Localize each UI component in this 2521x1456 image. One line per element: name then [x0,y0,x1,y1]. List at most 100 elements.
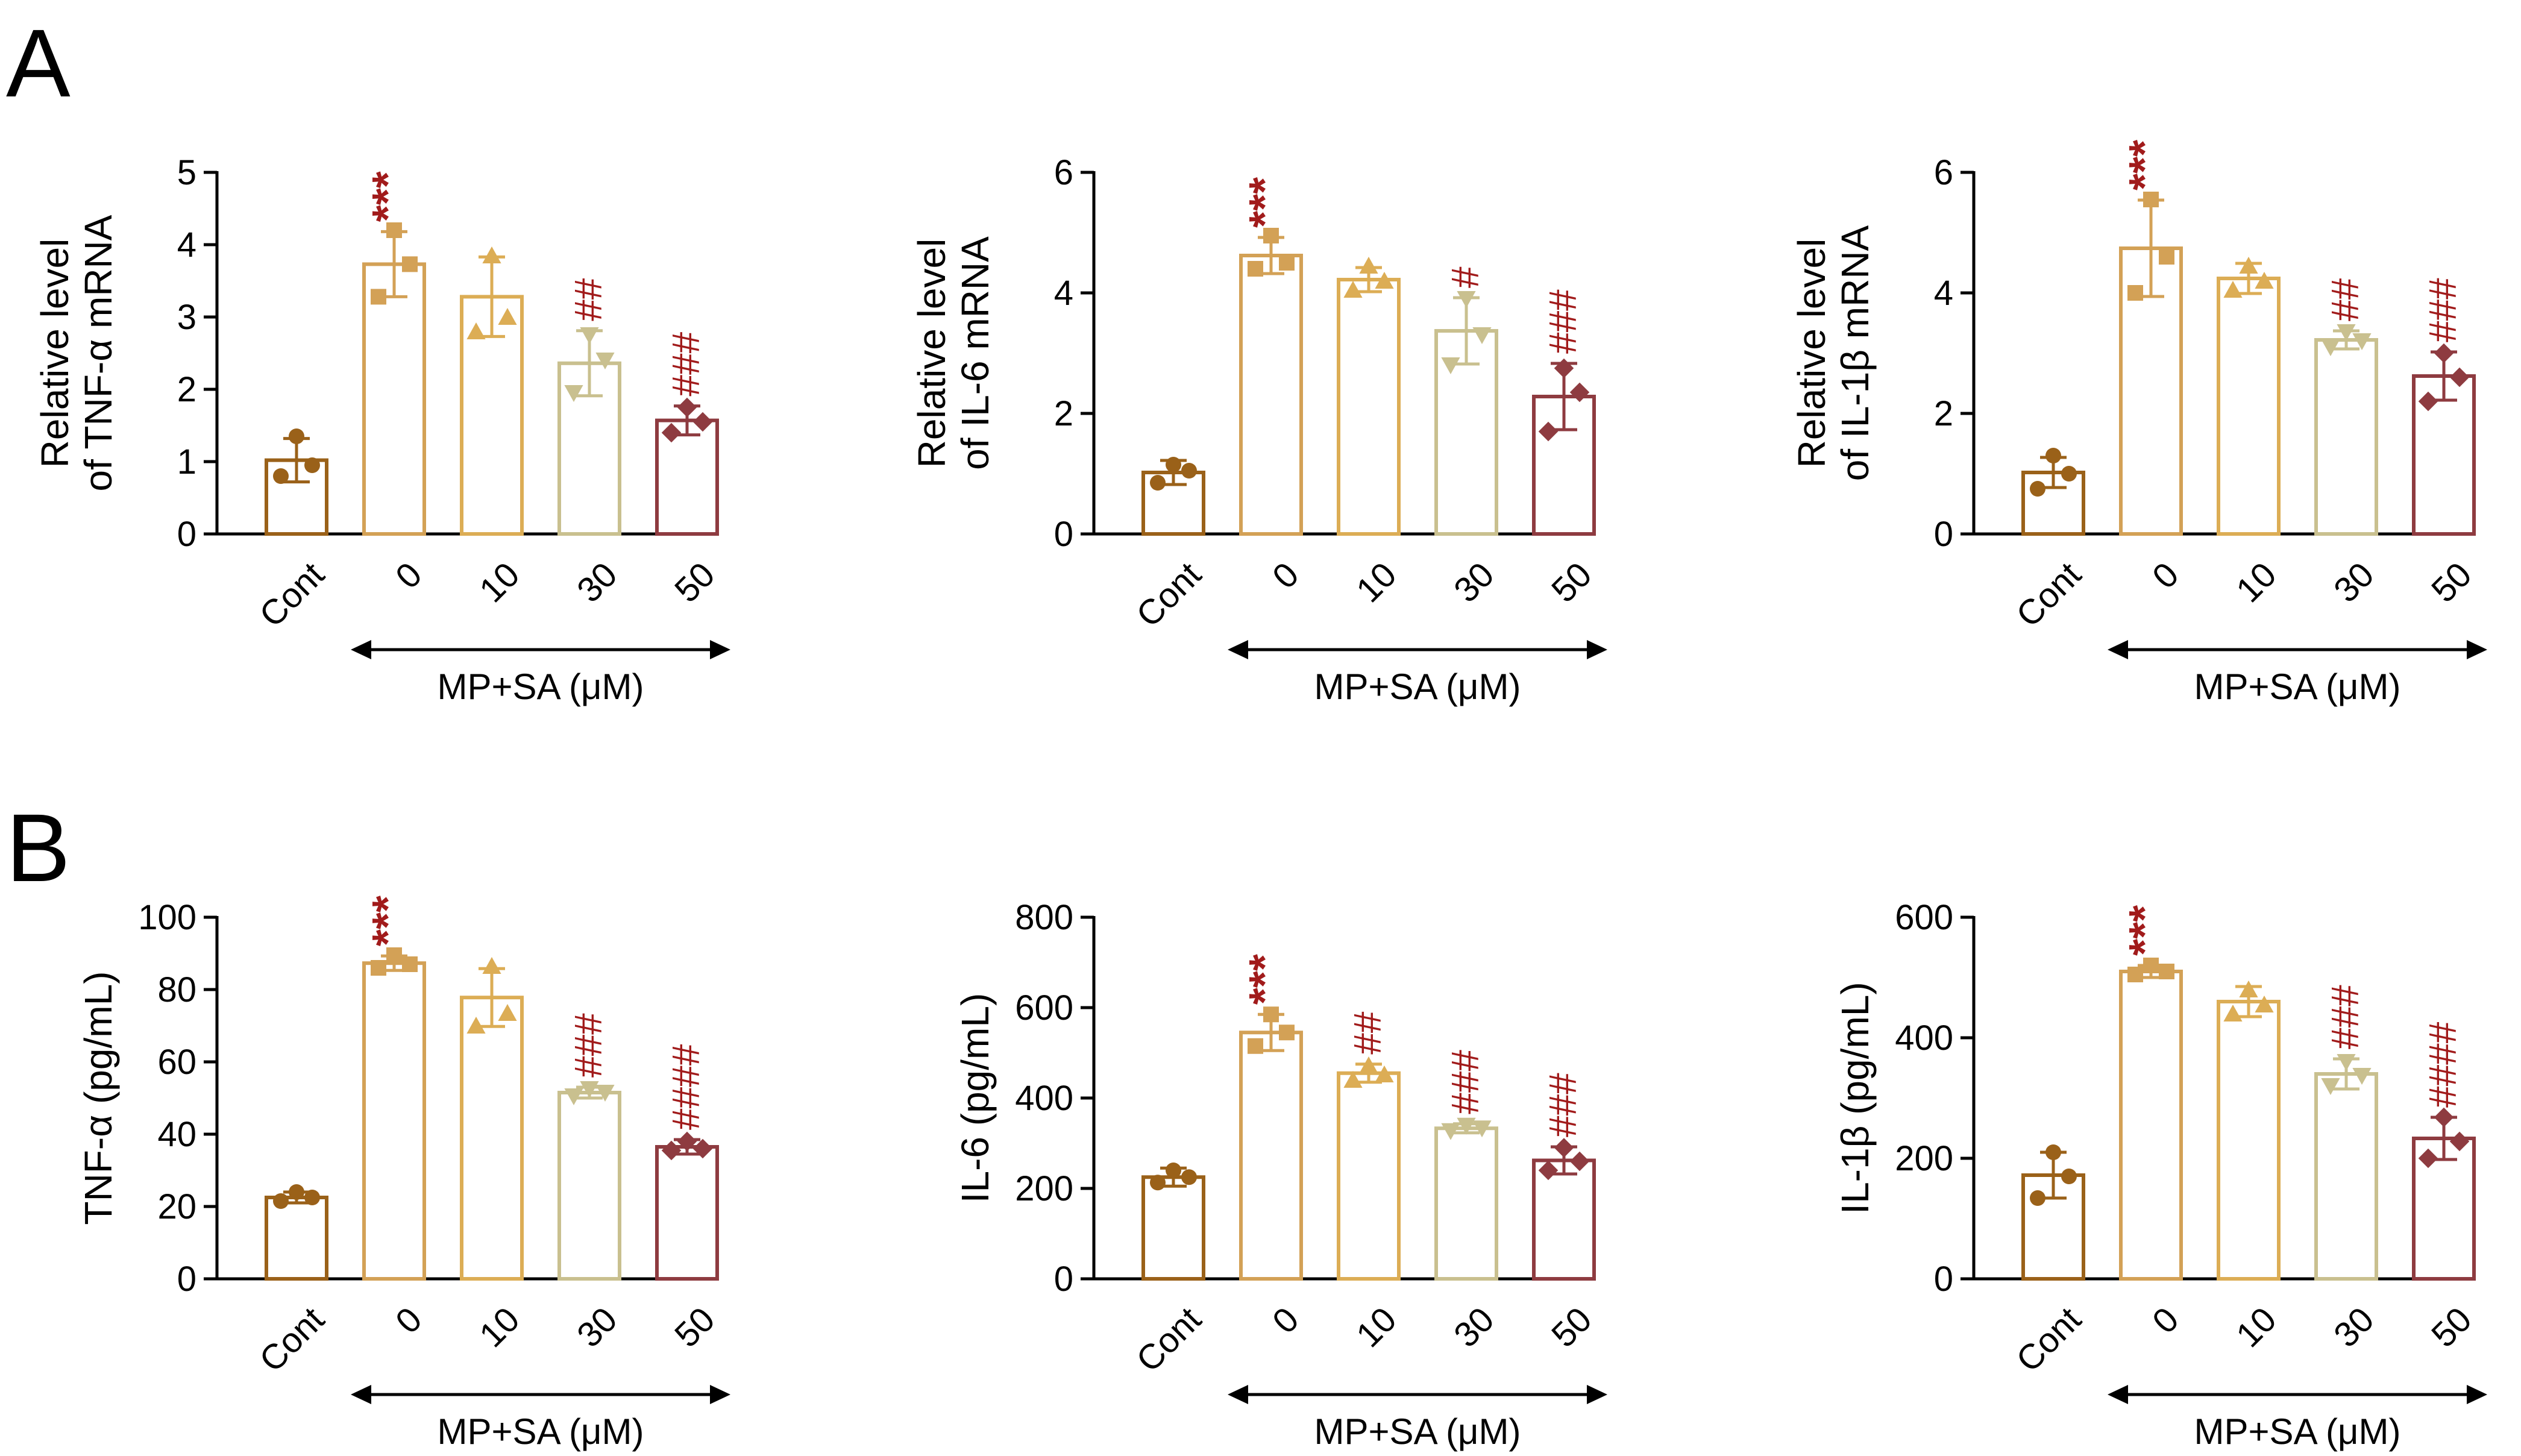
x-tick-label: Cont [1129,1300,1209,1380]
significance-label: ## [1346,1011,1389,1055]
significance-label: #### [664,1044,708,1130]
significance-label: *** [2121,140,2169,190]
data-point [1181,1169,1197,1185]
group-label: MP+SA (μM) [2194,1411,2401,1452]
data-point [2045,448,2061,463]
data-point [2321,1078,2340,1095]
significance-label: *** [2121,905,2169,956]
data-point [1166,457,1181,472]
group-arrow-head-right [2467,640,2487,659]
data-point [1441,1123,1460,1140]
data-point [1472,327,1492,344]
data-point [2255,272,2274,289]
x-tick-label: 30 [2326,1300,2382,1355]
data-point [402,256,418,272]
significance-label: #### [2421,1021,2464,1108]
data-point [1166,1163,1181,1178]
y-tick-label: 0 [1934,515,1953,554]
data-point [2159,249,2174,265]
data-point [2418,1148,2438,1169]
data-point [2239,981,2258,997]
bar-30 [1434,1126,1498,1281]
data-point [2061,466,2077,482]
group-arrow-head-left [351,1385,371,1404]
y-axis-label: IL-6 (pg/mL) [953,993,997,1203]
y-tick-label: 60 [157,1043,196,1082]
data-point [2143,192,2159,207]
x-tick-label: 30 [2326,555,2382,610]
data-point [564,385,583,402]
bar-10 [460,996,524,1281]
x-tick-label: 30 [1446,1300,1502,1355]
x-tick-label: Cont [252,555,332,635]
x-tick-label: Cont [252,1300,332,1380]
y-tick-label: 80 [157,970,196,1009]
bar-50 [1532,1158,1596,1281]
bar-10 [1337,278,1401,536]
x-tick-label: 30 [570,1300,625,1355]
data-point [1263,228,1279,243]
data-point [1359,1056,1378,1073]
x-tick-label: 50 [2424,555,2479,610]
x-tick-label: 10 [472,1300,527,1355]
y-tick-label: 3 [177,298,196,337]
data-point [1554,358,1574,378]
y-axis-label: of TNF-α mRNA [77,215,120,491]
data-point [2159,964,2174,979]
group-arrow-head-left [2108,640,2128,659]
data-point [580,327,599,344]
y-axis-label: Relative level [33,239,77,468]
y-tick-label: 4 [177,225,196,265]
data-point [1248,261,1263,277]
group-arrow-head-left [351,640,371,659]
x-tick-label: 50 [667,1300,723,1355]
significance-label: ### [1541,289,1584,354]
y-tick-label: 20 [157,1187,196,1226]
y-tick-label: 2 [1934,394,1953,433]
panel-label-b: B [6,794,71,902]
bar-50 [655,1145,719,1281]
x-tick-label: Cont [2009,555,2089,635]
y-tick-label: 400 [1015,1079,1073,1118]
data-point [595,353,615,369]
bar-30 [2314,338,2378,536]
data-point [1569,1151,1590,1172]
data-point [692,412,713,432]
data-point [1457,1117,1476,1135]
y-tick-label: 4 [1054,274,1073,313]
y-axis-label: Relative level [910,239,953,468]
data-point [2127,285,2143,301]
data-point [2030,481,2045,497]
data-point [564,1088,583,1105]
data-point [2418,391,2438,412]
bar-0 [362,262,426,536]
y-tick-label: 0 [177,515,196,554]
bar-30 [2314,1072,2378,1281]
data-point [1343,281,1363,298]
significance-label: *** [364,896,412,946]
significance-label: *** [364,171,412,222]
group-label: MP+SA (μM) [1314,667,1521,707]
group-arrow-head-right [1587,640,1607,659]
data-point [2337,1054,2356,1071]
bar-Cont [1141,1175,1205,1281]
x-tick-label: 0 [2145,1300,2187,1341]
group-arrow-head-left [1228,640,1248,659]
group-arrow-head-right [1587,1385,1607,1404]
data-point [2030,1190,2045,1206]
data-point [1375,272,1394,289]
data-point [1248,1038,1263,1054]
y-axis-label: TNF-α (pg/mL) [77,971,120,1225]
data-point [1150,1175,1166,1191]
data-point [2337,324,2356,341]
data-point [2127,967,2143,982]
x-tick-label: 50 [667,555,723,610]
data-point [1538,421,1559,442]
bar-50 [655,418,719,536]
data-point [1569,382,1590,403]
y-axis-label: of IL-1β mRNA [1833,225,1877,481]
